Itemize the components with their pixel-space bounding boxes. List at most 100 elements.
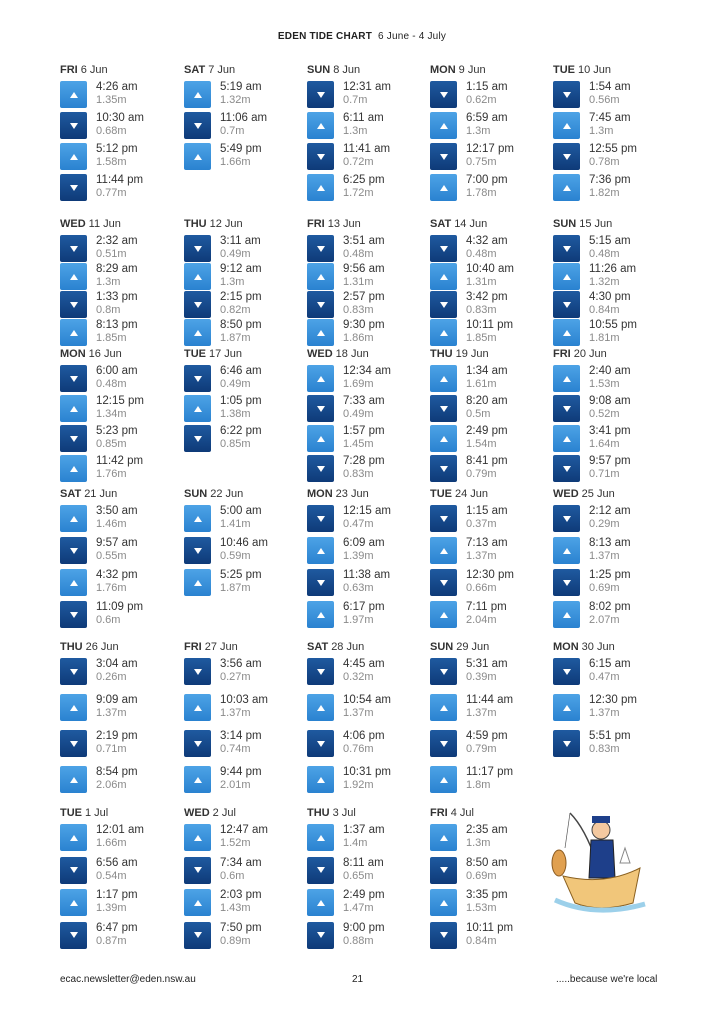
- tide-entry-high: 12:47 am 1.52m: [184, 824, 304, 852]
- arrow-up-icon: [184, 81, 211, 108]
- tide-time: 11:44 pm: [96, 174, 144, 186]
- tide-time: 5:49 pm: [220, 143, 262, 155]
- tide-time: 9:09 am: [96, 694, 138, 706]
- tide-height: 1.37m: [466, 550, 497, 562]
- tide-height: 0.6m: [220, 869, 245, 882]
- tide-height: 0.59m: [220, 550, 251, 562]
- tide-time: 11:38 am: [343, 569, 391, 581]
- tide-entry-high: 8:02 pm 2.07m: [553, 601, 673, 629]
- tide-height: 0.47m: [589, 671, 620, 683]
- tide-height: 1.8m: [466, 779, 491, 791]
- arrow-up-icon: [60, 824, 87, 851]
- arrow-down-icon: [60, 537, 87, 564]
- tide-entry-low: 10:46 am 0.59m: [184, 537, 304, 565]
- arrow-up-icon: [60, 766, 87, 793]
- day-heading: SUN 8 Jun: [307, 64, 427, 78]
- tide-entry-high: 6:59 am 1.3m: [430, 112, 550, 140]
- arrow-up-icon: [430, 889, 457, 916]
- date: 30 Jun: [581, 641, 615, 653]
- arrow-down-icon: [553, 569, 580, 596]
- day-column: WED 11 Jun 2:32 am 0.51m 8:29 am 1.3m 1:33 pm 0…: [60, 218, 180, 346]
- tide-entry-low: 5:51 pm 0.83m: [553, 730, 673, 758]
- tide-height: 1.53m: [589, 378, 620, 390]
- tide-time: 10:40 am: [466, 263, 514, 275]
- tide-entry-low: 1:15 am 0.37m: [430, 505, 550, 533]
- date: 27 Jun: [204, 641, 238, 653]
- tide-height: 1.76m: [96, 468, 127, 480]
- tide-entry-low: 7:34 am 0.6m: [184, 856, 304, 885]
- arrow-up-icon: [307, 889, 334, 916]
- weekday: FRI: [184, 641, 202, 653]
- date: 25 Jun: [581, 488, 615, 500]
- tide-entry-high: 3:50 am 1.46m: [60, 505, 180, 533]
- tide-height: 1.3m: [589, 125, 614, 137]
- arrow-down-icon: [553, 505, 580, 532]
- tide-height: 0.74m: [220, 743, 251, 755]
- tide-height: 0.84m: [589, 304, 620, 316]
- tide-entry-high: 12:34 am 1.69m: [307, 365, 427, 393]
- tide-entry-high: 5:25 pm 1.87m: [184, 569, 304, 597]
- tide-time: 3:11 am: [220, 235, 261, 247]
- arrow-down-icon: [430, 291, 457, 318]
- date: 23 Jun: [335, 488, 369, 500]
- tide-entry-low: 7:33 am 0.49m: [307, 395, 427, 423]
- tide-height: 1.32m: [220, 94, 251, 106]
- arrow-down-icon: [553, 235, 580, 262]
- tide-height: 1.3m: [466, 125, 491, 137]
- tide-height: 1.3m: [96, 276, 121, 288]
- day-column: THU 26 Jun 3:04 am 0.26m 9:09 am 1.37m 2:19 pm…: [60, 641, 180, 793]
- day-column: FRI 27 Jun 3:56 am 0.27m 10:03 am 1.37m 3:14 p…: [184, 641, 304, 793]
- tide-entry-high: 2:40 am 1.53m: [553, 365, 673, 393]
- weekday: SAT: [60, 488, 82, 500]
- date: 10 Jun: [578, 64, 612, 76]
- tide-entry-low: 6:56 am 0.54m: [60, 856, 180, 885]
- weekday: SUN: [553, 218, 577, 230]
- arrow-up-icon: [430, 694, 457, 721]
- day-heading: WED 11 Jun: [60, 218, 180, 232]
- tide-time: 12:31 am: [343, 81, 391, 93]
- tide-time: 4:26 am: [96, 81, 138, 93]
- day-heading: TUE 10 Jun: [553, 64, 673, 78]
- arrow-up-icon: [60, 263, 87, 290]
- arrow-up-icon: [553, 365, 580, 392]
- day-heading: THU 19 Jun: [430, 348, 550, 362]
- tide-height: 1.87m: [220, 332, 251, 344]
- tide-entry-high: 11:26 am 1.32m: [553, 263, 673, 291]
- fisherman-illustration: [551, 812, 646, 913]
- tide-time: 5:51 pm: [589, 730, 631, 742]
- arrow-down-icon: [430, 569, 457, 596]
- tide-height: 2.06m: [96, 779, 127, 791]
- day-heading: MON 9 Jun: [430, 64, 550, 78]
- tide-height: 1.31m: [343, 276, 374, 288]
- tide-entry-high: 3:41 pm 1.64m: [553, 425, 673, 453]
- arrow-up-icon: [430, 263, 457, 290]
- tide-height: 1.85m: [466, 332, 497, 344]
- tide-time: 2:57 pm: [343, 291, 385, 303]
- tide-height: 0.32m: [343, 671, 374, 683]
- weekday: MON: [553, 641, 579, 653]
- tide-height: 0.54m: [96, 869, 127, 882]
- arrow-down-icon: [184, 730, 211, 757]
- arrow-down-icon: [60, 730, 87, 757]
- tide-height: 2.04m: [466, 614, 497, 626]
- tide-time: 3:04 am: [96, 658, 138, 670]
- day-column: FRI 20 Jun 2:40 am 1.53m 9:08 am 0.52m 3:41 pm…: [553, 348, 673, 482]
- tide-time: 7:36 pm: [589, 174, 631, 186]
- arrow-up-icon: [553, 537, 580, 564]
- tide-height: 0.52m: [589, 408, 620, 420]
- tide-height: 2.07m: [589, 614, 620, 626]
- tide-entry-low: 11:06 am 0.7m: [184, 112, 304, 140]
- arrow-down-icon: [184, 365, 211, 392]
- tide-height: 1.66m: [96, 837, 127, 849]
- arrow-down-icon: [430, 505, 457, 532]
- tide-entry-low: 11:44 pm 0.77m: [60, 174, 180, 202]
- arrow-down-icon: [60, 174, 87, 201]
- tide-time: 6:22 pm: [220, 425, 262, 437]
- tide-height: 1.78m: [466, 187, 497, 199]
- tide-height: 1.39m: [343, 550, 374, 562]
- day-heading: FRI 13 Jun: [307, 218, 427, 232]
- tide-height: 1.3m: [220, 276, 245, 288]
- tide-height: 0.66m: [466, 582, 497, 594]
- tide-time: 12:55 pm: [589, 143, 637, 155]
- tide-entry-low: 8:41 pm 0.79m: [430, 455, 550, 483]
